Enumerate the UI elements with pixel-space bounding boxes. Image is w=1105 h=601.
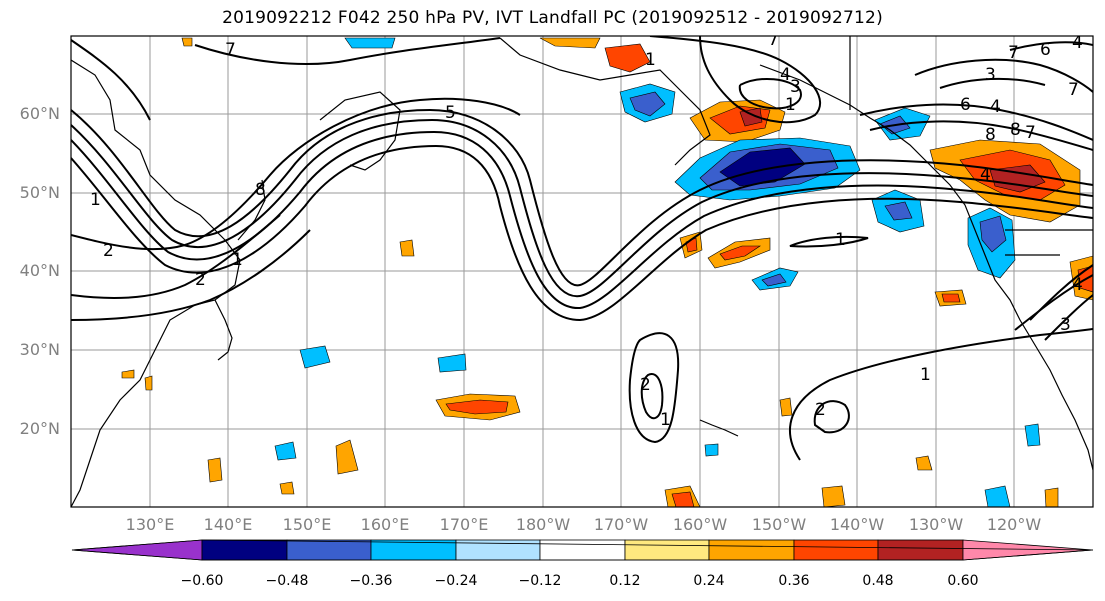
- contour-label: 7: [768, 30, 779, 50]
- contour-label: 2: [640, 375, 651, 395]
- colorbar-segment: [624, 539, 710, 561]
- contour-label: 8: [255, 180, 266, 200]
- colorbar-tick-label: −0.60: [180, 573, 224, 589]
- colorbar-tick-label: −0.12: [518, 573, 562, 589]
- contour-label: 2: [815, 400, 826, 420]
- contour-label: 7: [1068, 80, 1079, 100]
- lon-label: 140°W: [829, 515, 885, 534]
- lat-label: 50°N: [19, 183, 60, 202]
- contour-label: 6: [960, 95, 971, 115]
- lon-label: 170°W: [593, 515, 649, 534]
- colorbar-tick-label: 0.24: [693, 573, 725, 589]
- lat-label: 60°N: [19, 104, 60, 123]
- lon-label: 120°W: [986, 515, 1042, 534]
- colorbar-tick-label: 0.12: [609, 573, 641, 589]
- colorbar-segment: [286, 539, 372, 561]
- lon-label: 150°W: [751, 515, 807, 534]
- contour-label: 4: [1072, 33, 1083, 53]
- colorbar-segment: [71, 539, 203, 561]
- contour-label: 7: [1025, 123, 1036, 143]
- map-frame: [70, 35, 1094, 508]
- lon-label: 160°E: [360, 515, 410, 534]
- contour-label: 7: [1008, 43, 1019, 63]
- colorbar-segment: [539, 539, 626, 561]
- colorbar-segment: [877, 539, 964, 561]
- colorbar-tick-label: 0.48: [862, 573, 894, 589]
- contour-labels: 1 2 2 1 8 5 7 1 7 4 3 1 1 1 2 2 1 7 6 4 …: [90, 30, 1083, 430]
- contour-label: 1: [835, 230, 846, 250]
- contour-label: 1: [232, 250, 243, 270]
- pv-shading: [121, 37, 1093, 507]
- colorbar-segment: [708, 539, 795, 561]
- colorbar-segment: [201, 539, 288, 561]
- contour-label: 8: [1010, 120, 1021, 140]
- lon-label: 160°W: [672, 515, 728, 534]
- contour-label: 7: [225, 40, 236, 60]
- lon-label: 130°W: [908, 515, 964, 534]
- lat-label: 20°N: [19, 419, 60, 438]
- contour-label: 1: [785, 95, 796, 115]
- contour-label: 2: [103, 241, 114, 261]
- contour-label: 4: [990, 97, 1001, 117]
- contour-label: 2: [195, 270, 206, 290]
- contour-label: 3: [1060, 315, 1071, 335]
- map-title: 2019092212 F042 250 hPa PV, IVT Landfall…: [222, 8, 883, 28]
- contour-label: 1: [645, 50, 656, 70]
- colorbar-tick-label: −0.36: [349, 573, 393, 589]
- lon-label: 150°E: [282, 515, 332, 534]
- colorbar-tick-label: −0.48: [265, 573, 309, 589]
- lon-label: 140°E: [203, 515, 253, 534]
- contour-label: 3: [790, 77, 801, 97]
- contour-label: 8: [985, 125, 996, 145]
- lat-label: 40°N: [19, 261, 60, 280]
- contour-label: 3: [985, 65, 996, 85]
- lon-label: 170°E: [439, 515, 489, 534]
- contour-label: 1: [660, 410, 671, 430]
- contour-label: 5: [445, 103, 456, 123]
- colorbar-tick-label: 0.36: [778, 573, 810, 589]
- colorbar: [71, 539, 1094, 561]
- lon-label: 130°E: [125, 515, 175, 534]
- contour-label: 1: [90, 190, 101, 210]
- lon-label: 180°W: [515, 515, 571, 534]
- contour-label: 4: [780, 65, 791, 85]
- colorbar-tick-label: 0.60: [947, 573, 979, 589]
- contour-label: 1: [920, 365, 931, 385]
- lat-label: 30°N: [19, 340, 60, 359]
- contour-label: 4: [980, 165, 991, 185]
- contour-label: 4: [1072, 275, 1083, 295]
- colorbar-tick-label: −0.24: [434, 573, 478, 589]
- contour-label: 6: [1040, 40, 1051, 60]
- ivt-contours: [71, 36, 1093, 461]
- colorbar-segment: [793, 539, 879, 561]
